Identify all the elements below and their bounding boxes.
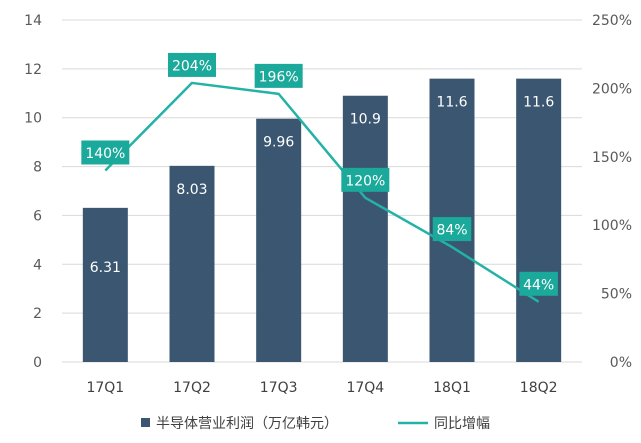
bar-value-label: 6.31 xyxy=(90,260,121,276)
line-value-label: 120% xyxy=(345,173,385,189)
line-value-box xyxy=(254,63,303,88)
bar xyxy=(82,207,128,362)
category-label: 17Q3 xyxy=(260,380,298,396)
bar xyxy=(342,95,388,362)
legend-line-label: 同比增幅 xyxy=(434,416,490,432)
category-label: 18Q2 xyxy=(520,380,558,396)
left-axis-tick-label: 12 xyxy=(24,62,42,78)
left-axis-tick-label: 4 xyxy=(33,257,42,273)
line-value-label: 204% xyxy=(172,58,212,74)
right-axis-tick-label: 100% xyxy=(592,218,632,234)
line-value-label: 140% xyxy=(85,146,125,162)
legend: 半导体营业利润（万亿韩元） 同比增幅 xyxy=(141,416,490,432)
left-axis-tick-label: 2 xyxy=(33,306,42,322)
category-label: 18Q1 xyxy=(433,380,471,396)
line-value-label: 84% xyxy=(436,223,467,239)
bar-value-label: 10.9 xyxy=(350,112,381,128)
category-label: 17Q1 xyxy=(86,380,124,396)
line-value-box xyxy=(81,140,130,165)
right-axis-tick-label: 250% xyxy=(592,13,632,29)
line-value-box xyxy=(432,217,472,242)
bar xyxy=(256,118,302,362)
line-value-label: 196% xyxy=(259,69,299,85)
left-axis-tick-label: 8 xyxy=(33,160,42,176)
bar xyxy=(516,78,562,362)
line-value-box xyxy=(519,271,558,296)
left-axis-tick-label: 10 xyxy=(24,111,42,127)
line-value-label: 44% xyxy=(523,277,554,293)
left-axis-tick-label: 6 xyxy=(33,208,42,224)
right-axis-tick-label: 200% xyxy=(592,81,632,97)
line-path xyxy=(104,81,540,303)
bar-series: 6.31 8.03 9.96 10.9 11.6 11.6 xyxy=(82,78,562,362)
bar-value-label: 11.6 xyxy=(523,95,554,111)
line-value-box xyxy=(341,167,390,192)
left-axis-tick-label: 14 xyxy=(24,13,42,29)
category-labels: 17Q1 17Q2 17Q3 17Q4 18Q1 18Q2 xyxy=(86,380,557,396)
left-axis-ticks: 0 2 4 6 8 10 12 14 xyxy=(24,13,42,371)
right-axis-tick-label: 50% xyxy=(601,287,632,303)
bar-value-label: 9.96 xyxy=(263,135,294,151)
right-axis-ticks: 0% 50% 100% 150% 200% 250% xyxy=(592,13,632,371)
legend-bar-swatch xyxy=(141,418,150,427)
category-label: 17Q2 xyxy=(173,380,211,396)
right-axis-tick-label: 0% xyxy=(610,355,632,371)
bar-value-label: 8.03 xyxy=(176,182,207,198)
bar-value-label: 11.6 xyxy=(436,95,467,111)
line-value-box xyxy=(168,52,216,77)
bar xyxy=(169,165,215,362)
line-series: 140% 204% 196% 120% 84% 44% xyxy=(81,52,558,303)
category-label: 17Q4 xyxy=(346,380,384,396)
right-axis-tick-label: 150% xyxy=(592,150,632,166)
gridlines xyxy=(62,19,582,363)
legend-bar-label: 半导体营业利润（万亿韩元） xyxy=(156,416,338,432)
left-axis-tick-label: 0 xyxy=(33,355,42,371)
